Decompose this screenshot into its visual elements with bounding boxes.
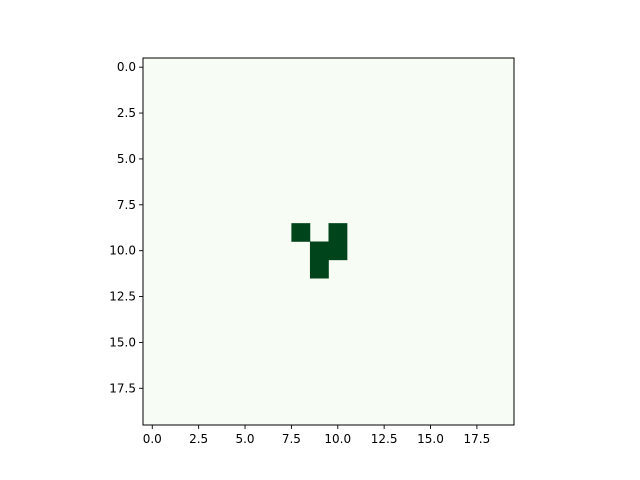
x-tick-label: 0.0 [143, 432, 162, 446]
y-tick-label: 5.0 [117, 152, 136, 166]
plot-frame [142, 57, 515, 426]
x-tick-label: 7.5 [282, 432, 301, 446]
x-tick-label: 5.0 [235, 432, 254, 446]
y-tick-label: 17.5 [109, 381, 136, 395]
heatmap-cell [309, 241, 329, 261]
y-tick-label: 12.5 [109, 290, 136, 304]
y-tick-label: 0.0 [117, 60, 136, 74]
x-tick-label: 17.5 [464, 432, 491, 446]
heatmap-cells [143, 58, 514, 425]
axes [142, 57, 515, 426]
y-tick-label: 10.0 [109, 244, 136, 258]
heatmap-cell [328, 241, 348, 261]
x-axis-ticks: 0.0 2.5 5.0 7.5 10.0 12.5 15.0 17.5 [143, 425, 491, 446]
x-tick-label: 12.5 [371, 432, 398, 446]
x-tick-label: 10.0 [324, 432, 351, 446]
heatmap-cell [291, 223, 311, 242]
y-axis-ticks: 0.0 2.5 5.0 7.5 10.0 12.5 15.0 17.5 [109, 60, 143, 395]
x-tick-label: 15.0 [417, 432, 444, 446]
heatmap-cell [309, 259, 329, 279]
x-tick-label: 2.5 [189, 432, 208, 446]
y-tick-label: 15.0 [109, 335, 136, 349]
y-tick-label: 2.5 [117, 106, 136, 120]
y-tick-label: 7.5 [117, 198, 136, 212]
heatmap-cell [328, 223, 348, 242]
